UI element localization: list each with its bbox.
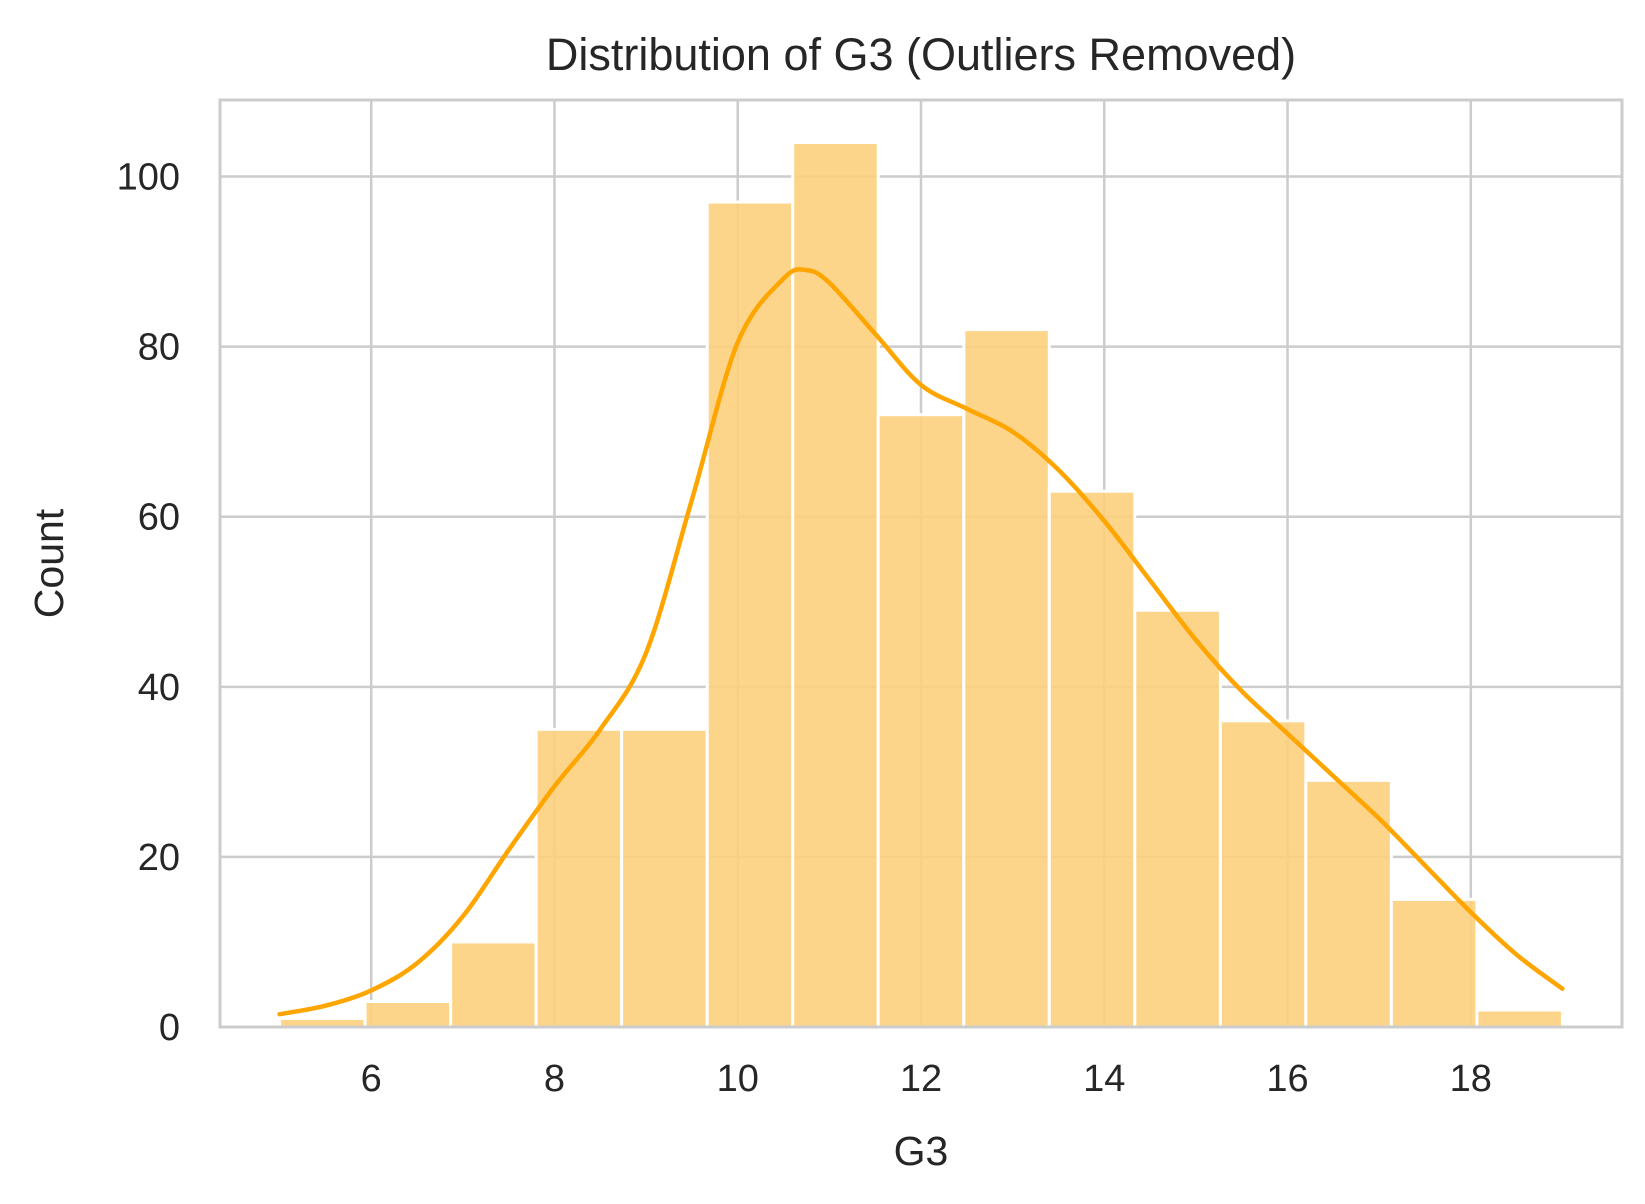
kde-curve [277, 267, 1565, 1017]
x-tick-label: 10 [717, 1058, 759, 1100]
y-tick-label: 20 [138, 837, 180, 879]
x-tick-label: 14 [1083, 1058, 1125, 1100]
y-tick-labels: 0 20 40 60 80 100 [117, 157, 180, 1049]
y-tick-label: 40 [138, 667, 180, 709]
histogram-bar [1133, 608, 1222, 1029]
histogram-bar [1475, 1008, 1564, 1029]
y-tick-label: 60 [138, 497, 180, 539]
axes-frame [218, 98, 1624, 1029]
y-tick-label: 100 [117, 157, 180, 199]
x-tick-label: 6 [361, 1058, 382, 1100]
histogram-bar [1047, 489, 1137, 1029]
x-axis-label: G3 [894, 1128, 949, 1174]
x-tick-labels: 6 8 10 12 14 16 18 [361, 1058, 1492, 1100]
y-tick-label: 0 [159, 1007, 180, 1049]
y-axis-label: Count [26, 508, 72, 618]
y-tick-label: 80 [138, 327, 180, 369]
histogram-bars [278, 141, 1564, 1029]
histogram-bar [1389, 897, 1479, 1029]
chart-title: Distribution of G3 (Outliers Removed) [546, 29, 1296, 80]
x-tick-label: 16 [1266, 1058, 1308, 1100]
histogram-bar [363, 999, 453, 1029]
histogram-bar [534, 727, 624, 1029]
histogram-bar [705, 200, 795, 1029]
histogram-bar [449, 940, 538, 1029]
x-tick-label: 18 [1450, 1058, 1492, 1100]
histogram-bar [876, 413, 966, 1029]
histogram-bar [620, 727, 709, 1029]
histogram-bar [1304, 778, 1393, 1029]
histogram-bar [962, 328, 1051, 1029]
histogram-bar [1218, 719, 1308, 1029]
x-tick-label: 8 [544, 1058, 565, 1100]
histogram-bar [791, 141, 880, 1029]
x-tick-label: 12 [900, 1058, 942, 1100]
